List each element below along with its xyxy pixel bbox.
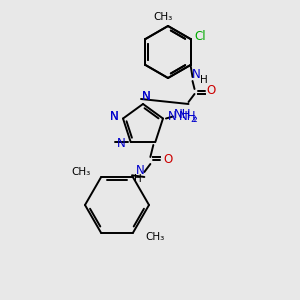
Text: N: N (110, 110, 118, 123)
Text: N: N (136, 164, 145, 178)
Text: CH₃: CH₃ (145, 232, 164, 242)
Text: N: N (142, 89, 150, 103)
Text: N: N (192, 68, 201, 82)
Text: N: N (110, 110, 118, 123)
Text: N: N (168, 110, 176, 123)
Text: N: N (117, 137, 126, 151)
Text: 2: 2 (190, 115, 196, 124)
Text: N: N (142, 89, 150, 103)
Text: NH: NH (174, 108, 192, 121)
Text: ₂: ₂ (193, 112, 197, 125)
Text: O: O (206, 85, 215, 98)
Text: NH: NH (179, 110, 196, 123)
Text: CH₃: CH₃ (153, 12, 172, 22)
Text: CH₃: CH₃ (72, 167, 91, 177)
Text: Cl: Cl (195, 29, 206, 43)
Text: O: O (164, 154, 173, 166)
Text: H: H (200, 75, 207, 85)
Text: H: H (134, 174, 142, 184)
